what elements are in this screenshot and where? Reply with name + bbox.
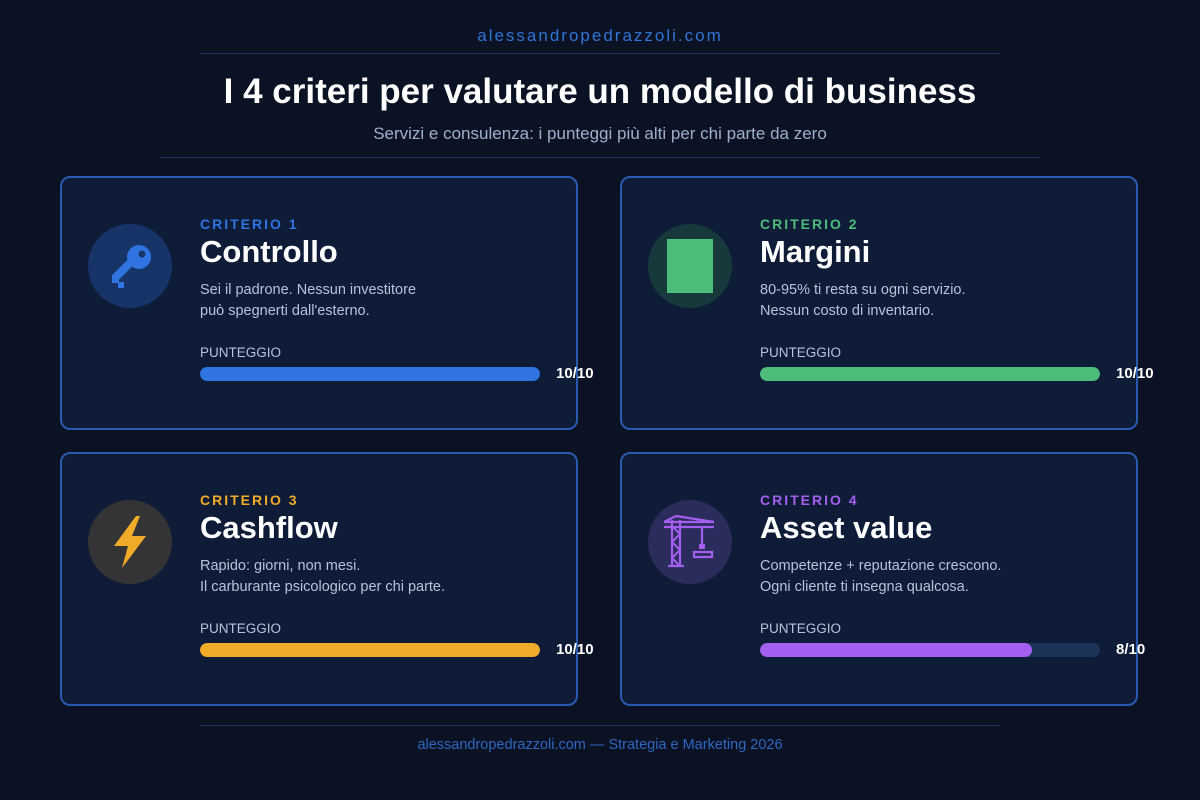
score-label: PUNTEGGIO bbox=[760, 621, 842, 636]
description-line: Ogni cliente ti insegna qualcosa. bbox=[760, 579, 969, 595]
criterion-name: Margini bbox=[760, 234, 871, 269]
criterion-name: Cashflow bbox=[200, 510, 338, 545]
description-line: 80-95% ti resta su ogni servizio. bbox=[760, 282, 966, 298]
footer-text: alessandropedrazzoli.com — Strategia e M… bbox=[417, 737, 783, 753]
score-label: PUNTEGGIO bbox=[200, 345, 282, 360]
score-label: PUNTEGGIO bbox=[200, 621, 282, 636]
description-line: Il carburante psicologico per chi parte. bbox=[200, 579, 446, 595]
criterion-label: CRITERIO 2 bbox=[760, 216, 859, 232]
criterion-label: CRITERIO 4 bbox=[760, 492, 859, 508]
score-bar-fill bbox=[760, 643, 1032, 657]
description-line: Competenze + reputazione crescono. bbox=[760, 558, 1002, 574]
key-icon bbox=[88, 224, 172, 308]
criterion-label: CRITERIO 1 bbox=[200, 216, 299, 232]
criterion-description: Rapido: giorni, non mesi. Il carburante … bbox=[200, 556, 445, 598]
score-bar-track bbox=[200, 643, 540, 657]
description-line: può spegnerti dall'esterno. bbox=[200, 303, 370, 319]
description-line: Sei il padrone. Nessun investitore bbox=[200, 282, 417, 298]
score-label: PUNTEGGIO bbox=[760, 345, 842, 360]
score-value: 10/10 bbox=[1116, 365, 1154, 382]
criterion-description: 80-95% ti resta su ogni servizio. Nessun… bbox=[760, 280, 966, 322]
criterion-card-asset-value: CRITERIO 4 Asset value Competenze + repu… bbox=[620, 452, 1145, 706]
header-divider bbox=[200, 53, 1000, 54]
criterion-name: Asset value bbox=[760, 510, 933, 545]
score-value: 8/10 bbox=[1116, 641, 1146, 658]
score-bar-fill bbox=[760, 367, 1100, 381]
site-name: alessandropedrazzoli.com bbox=[477, 26, 723, 45]
criterion-description: Competenze + reputazione crescono. Ogni … bbox=[760, 556, 1001, 598]
criterion-card-controllo: CRITERIO 1 Controllo Sei il padrone. Nes… bbox=[60, 176, 594, 430]
subtitle-divider bbox=[160, 157, 1040, 158]
score-bar-fill bbox=[200, 643, 540, 657]
page-subtitle: Servizi e consulenza: i punteggi più alt… bbox=[373, 124, 827, 143]
crane-icon bbox=[648, 500, 732, 584]
score-bar-track bbox=[760, 367, 1100, 381]
criterion-label: CRITERIO 3 bbox=[200, 492, 299, 508]
score-value: 10/10 bbox=[556, 365, 594, 382]
score-bar-track bbox=[760, 643, 1100, 657]
criterion-card-cashflow: CRITERIO 3 Cashflow Rapido: giorni, non … bbox=[60, 452, 594, 706]
criterion-card-margini: CRITERIO 2 Margini 80-95% ti resta su og… bbox=[620, 176, 1154, 430]
score-bar-track bbox=[200, 367, 540, 381]
score-value: 10/10 bbox=[556, 641, 594, 658]
criterion-description: Sei il padrone. Nessun investitore può s… bbox=[200, 280, 416, 322]
criterion-name: Controllo bbox=[200, 234, 338, 269]
description-line: Nessun costo di inventario. bbox=[760, 303, 935, 319]
footer-divider bbox=[200, 725, 1000, 726]
description-line: Rapido: giorni, non mesi. bbox=[200, 558, 361, 574]
green-square-icon bbox=[648, 224, 732, 308]
score-bar-fill bbox=[200, 367, 540, 381]
page-title: I 4 criteri per valutare un modello di b… bbox=[223, 72, 977, 111]
lightning-icon bbox=[88, 500, 172, 584]
